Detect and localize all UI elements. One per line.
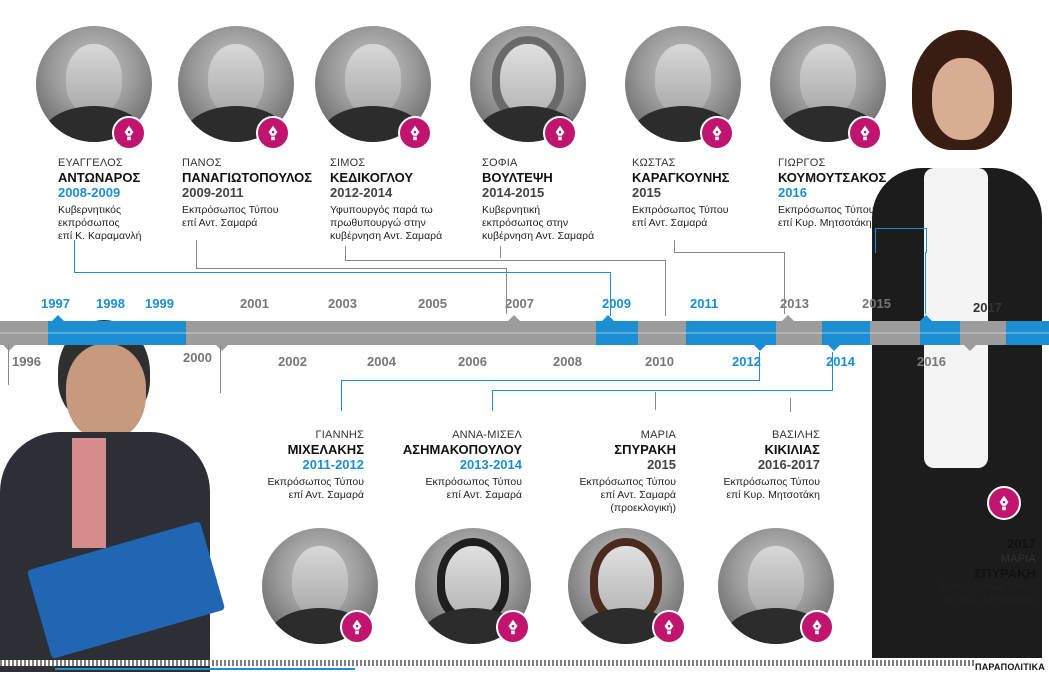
portrait-koumoutsakos [770, 26, 886, 142]
portrait-asimakopoulou [415, 528, 531, 644]
first-name: ΠΑΝΟΣ [182, 157, 222, 169]
year-label: 2007 [505, 296, 534, 311]
last-name: ΠΑΝΑΓΙΩΤΟΠΟΥΛΟΣ [182, 170, 313, 185]
last-name: ΣΠΥΡΑΚΗ [614, 442, 676, 457]
year-label: 2000 [183, 350, 212, 365]
tenure-years: 2009-2011 [182, 185, 244, 200]
role-text: Κυβερνητικός εκπρόσωπος επί Κ. Καραμανλή [58, 204, 142, 242]
person-card-karagkounis: ΚΩΣΤΑΣ ΚΑΡΑΓΚΟΥΝΗΣ 2015 Εκπρόσωπος Τύπου… [632, 156, 802, 230]
first-name: ΓΙΑΝΝΗΣ [315, 429, 364, 441]
year-label: 2010 [645, 354, 674, 369]
footer-rule [0, 660, 975, 666]
last-name: ΣΠΥΡΑΚΗ [974, 566, 1036, 581]
role-text: Εκπρόσωπος Τύπου επί Κυρ. Μητσοτάκη [723, 476, 820, 501]
year-label: 2017 [973, 300, 1002, 315]
year-label: 2005 [418, 296, 447, 311]
first-name: ΒΑΣΙΛΗΣ [771, 429, 820, 441]
fountain-pen-icon [398, 116, 432, 150]
portrait-karagkounis [625, 26, 741, 142]
first-name: ΜΑΡΙΑ [1000, 553, 1036, 565]
first-name: ΚΩΣΤΑΣ [632, 157, 676, 169]
person-card-asimakopoulou: ΑΝΝΑ-ΜΙΣΕΛ ΑΣΗΜΑΚΟΠΟΥΛΟΥ 2013-2014 Εκπρό… [352, 428, 522, 502]
person-card-kedikoglou: ΣΙΜΟΣ ΚΕΔΙΚΟΓΛΟΥ 2012-2014 Υφυπουργός πα… [330, 156, 500, 243]
person-card-featured: 2017 ΜΑΡΙΑ ΣΠΥΡΑΚΗ Εκπρόσωπος Τύπου επί Κ… [870, 536, 1036, 607]
year-label: 1996 [12, 354, 41, 369]
fountain-pen-icon [543, 116, 577, 150]
year-label: 2016 [917, 354, 946, 369]
first-name: ΓΙΩΡΓΟΣ [778, 157, 826, 169]
year-label: 2009 [602, 296, 631, 311]
person-card-koumoutsakos: ΓΙΩΡΓΟΣ ΚΟΥΜΟΥΤΣΑΚΟΣ 2016 Εκπρόσωπος Τύπ… [778, 156, 888, 230]
fountain-pen-icon [340, 610, 374, 644]
fountain-pen-icon [256, 116, 290, 150]
first-name: ΜΑΡΙΑ [640, 429, 676, 441]
first-name: ΣΟΦΙΑ [482, 157, 518, 169]
role-text: Κυβερνητική εκπρόσωπος στην κυβέρνηση Αντ.… [482, 204, 595, 242]
featured-person-photo [862, 18, 1049, 658]
fountain-pen-icon [987, 486, 1021, 520]
tenure-years: 2014-2015 [482, 185, 545, 200]
footer-accent [55, 668, 355, 670]
year-label: 1999 [145, 296, 174, 311]
tenure-years: 2016 [778, 185, 807, 200]
last-name: ΑΝΤΩΝΑΡΟΣ [58, 170, 141, 185]
first-name: ΕΥΑΓΓΕΛΟΣ [58, 157, 123, 169]
year-label: 2014 [826, 354, 855, 369]
last-name: ΑΣΗΜΑΚΟΠΟΥΛΟΥ [402, 442, 522, 457]
featured-year: 2017 [1007, 536, 1036, 551]
year-label: 1997 [41, 296, 70, 311]
fountain-pen-icon [112, 116, 146, 150]
tenure-years: 2013-2014 [459, 457, 522, 472]
last-name: ΒΟΥΛΤΕΨΗ [482, 170, 553, 185]
role-text: Εκπρόσωπος Τύπου επί Αντ. Σαμαρά [182, 204, 279, 229]
person-card-michelakis: ΓΙΑΝΝΗΣ ΜΙΧΕΛΑΚΗΣ 2011-2012 Εκπρόσωπος Τ… [198, 428, 364, 502]
role-text: Εκπρόσωπος Τύπου επί Κυρ. Μητσοτάκη [939, 581, 1036, 606]
year-label: 2011 [690, 296, 719, 311]
fountain-pen-icon [800, 610, 834, 644]
role-text: Εκπρόσωπος Τύπου επί Αντ. Σαμαρά [632, 204, 729, 229]
tenure-years: 2008-2009 [58, 185, 121, 200]
last-name: ΜΙΧΕΛΑΚΗΣ [287, 442, 364, 457]
person-card-spyraki-2015: ΜΑΡΙΑ ΣΠΥΡΑΚΗ 2015 Εκπρόσωπος Τύπου επί Α… [506, 428, 676, 515]
fountain-pen-icon [700, 116, 734, 150]
person-card-voultepsi: ΣΟΦΙΑ ΒΟΥΛΤΕΨΗ 2014-2015 Κυβερνητική εκπρ… [482, 156, 652, 243]
fountain-pen-icon [652, 610, 686, 644]
role-text: Εκπρόσωπος Τύπου επί Κυρ. Μητσοτάκη [778, 204, 875, 229]
year-label: 2001 [240, 296, 269, 311]
person-card-panagiotopoulos: ΠΑΝΟΣ ΠΑΝΑΓΙΩΤΟΠΟΥΛΟΣ 2009-2011 Εκπρόσωπ… [182, 156, 352, 230]
last-name: ΚΙΚΙΛΙΑΣ [764, 442, 820, 457]
last-name: ΚΑΡΑΓΚΟΥΝΗΣ [632, 170, 730, 185]
year-label: 1998 [96, 296, 125, 311]
last-name: ΚΕΔΙΚΟΓΛΟΥ [330, 170, 414, 185]
role-text: Εκπρόσωπος Τύπου επί Αντ. Σαμαρά (προεκλογ… [579, 476, 676, 514]
role-text: Εκπρόσωπος Τύπου επί Αντ. Σαμαρά [425, 476, 522, 501]
tenure-years: 2016-2017 [757, 457, 820, 472]
fountain-pen-icon [496, 610, 530, 644]
role-text: Υφυπουργός παρά τω πρωθυπουργώ στην κυβέρν… [330, 204, 443, 242]
year-label: 2012 [732, 354, 761, 369]
fountain-pen-icon [848, 116, 882, 150]
tenure-years: 2011-2012 [302, 457, 364, 472]
year-label: 2003 [328, 296, 357, 311]
first-name: ΣΙΜΟΣ [330, 157, 366, 169]
person-card-antonaros: ΕΥΑΓΓΕΛΟΣ ΑΝΤΩΝΑΡΟΣ 2008-2009 Κυβερνητικ… [58, 156, 228, 243]
tenure-years: 2015 [647, 457, 676, 472]
year-label: 2006 [458, 354, 487, 369]
year-label: 2008 [553, 354, 582, 369]
tenure-years: 2012-2014 [330, 185, 393, 200]
year-label: 2015 [862, 296, 891, 311]
first-name: ΑΝΝΑ-ΜΙΣΕΛ [452, 429, 522, 441]
portrait-kedikoglou [315, 26, 431, 142]
year-label: 2013 [780, 296, 809, 311]
brand-logo: ΠΑΡΑΠΟΛΙΤΙΚΑ [975, 662, 1045, 672]
tenure-years: 2015 [632, 185, 661, 200]
last-name: ΚΟΥΜΟΥΤΣΑΚΟΣ [778, 170, 887, 185]
portrait-antonaros [36, 26, 152, 142]
year-label: 2002 [278, 354, 307, 369]
year-label: 2004 [367, 354, 396, 369]
role-text: Εκπρόσωπος Τύπου επί Αντ. Σαμαρά [267, 476, 364, 501]
person-card-kikilias: ΒΑΣΙΛΗΣ ΚΙΚΙΛΙΑΣ 2016-2017 Εκπρόσωπος Τύ… [650, 428, 820, 502]
